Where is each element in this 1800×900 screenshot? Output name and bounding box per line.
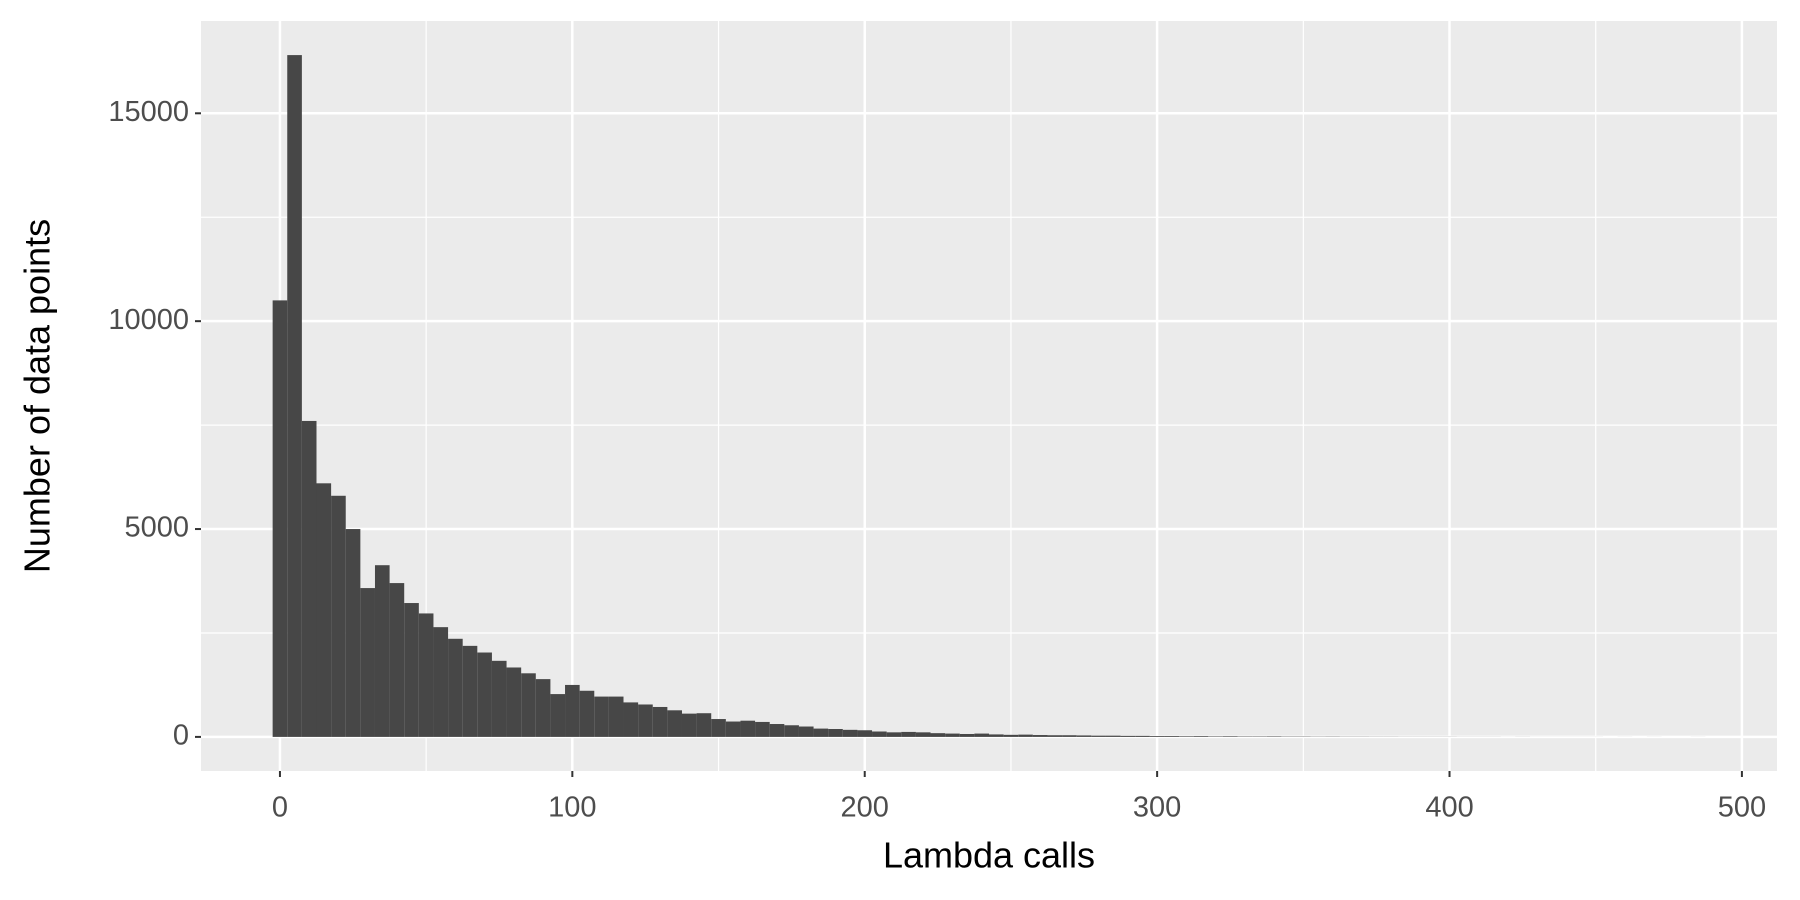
x-tick-label: 500 bbox=[1718, 792, 1766, 824]
histogram-bar bbox=[1193, 736, 1209, 737]
histogram-bar bbox=[301, 420, 317, 737]
y-tick-label: 15000 bbox=[108, 96, 189, 128]
histogram-bar bbox=[418, 613, 434, 737]
histogram-bar bbox=[345, 529, 361, 737]
histogram-bar bbox=[667, 710, 682, 737]
histogram-bar bbox=[886, 732, 902, 737]
histogram-bar bbox=[462, 645, 478, 737]
histogram-bar bbox=[521, 673, 536, 737]
y-tick-label: 0 bbox=[173, 720, 189, 752]
y-axis-title: Number of data points bbox=[17, 219, 58, 573]
histogram-bar bbox=[1135, 735, 1150, 737]
histogram-bar bbox=[448, 638, 463, 737]
histogram-bar bbox=[1062, 735, 1077, 737]
histogram-bar bbox=[389, 583, 405, 737]
x-tick-label: 100 bbox=[548, 792, 596, 824]
histogram-bar bbox=[1032, 735, 1048, 737]
histogram-bar bbox=[974, 733, 989, 737]
histogram-bar bbox=[623, 702, 639, 737]
histogram-bar bbox=[433, 627, 449, 737]
histogram-bar bbox=[506, 667, 522, 737]
histogram-bar bbox=[404, 603, 419, 737]
x-tick-label: 300 bbox=[1133, 792, 1181, 824]
x-tick-label: 0 bbox=[272, 792, 288, 824]
histogram-bar bbox=[813, 728, 829, 737]
histogram-bar bbox=[740, 720, 756, 737]
histogram-bar bbox=[681, 713, 697, 737]
x-tick-label: 200 bbox=[841, 792, 889, 824]
histogram-bar bbox=[1179, 736, 1194, 737]
histogram-bar bbox=[565, 684, 580, 737]
histogram-bar bbox=[1105, 735, 1121, 737]
histogram-bar bbox=[755, 721, 770, 737]
histogram-bar bbox=[287, 55, 302, 737]
histogram-bar bbox=[784, 725, 799, 737]
histogram-bar bbox=[360, 588, 375, 737]
histogram-bar bbox=[828, 729, 843, 737]
histogram-bar bbox=[945, 733, 960, 737]
histogram-bar bbox=[769, 724, 785, 737]
y-tick-label: 10000 bbox=[108, 304, 189, 336]
x-tick-label: 400 bbox=[1425, 792, 1473, 824]
histogram-bar bbox=[711, 719, 726, 737]
histogram-bar bbox=[872, 731, 887, 737]
histogram-bar bbox=[725, 721, 741, 737]
x-axis-title: Lambda calls bbox=[883, 835, 1095, 876]
histogram-bar bbox=[857, 730, 873, 737]
histogram-bar bbox=[915, 732, 931, 737]
histogram-bar bbox=[579, 690, 595, 737]
histogram-bar bbox=[316, 483, 332, 737]
histogram-bar bbox=[1047, 735, 1063, 737]
histogram-bar bbox=[550, 694, 566, 737]
histogram-bar bbox=[1120, 735, 1136, 737]
histogram-bar bbox=[652, 706, 668, 737]
histogram-bar bbox=[959, 733, 975, 737]
histogram-bar bbox=[594, 696, 609, 737]
histogram-bar bbox=[535, 679, 551, 737]
histogram-bar bbox=[989, 734, 1004, 737]
histogram-bar bbox=[1076, 735, 1092, 737]
histogram-bar bbox=[491, 660, 507, 737]
histogram-bar bbox=[1149, 736, 1165, 737]
histogram-bar bbox=[798, 726, 814, 737]
y-tick-label: 5000 bbox=[124, 512, 189, 544]
histogram-bar bbox=[608, 696, 624, 737]
histogram-bar bbox=[696, 713, 712, 737]
histogram-bar bbox=[477, 652, 492, 737]
histogram-bar bbox=[901, 731, 916, 737]
histogram-bar bbox=[1091, 735, 1106, 737]
histogram-bar bbox=[272, 300, 288, 737]
histogram-bar bbox=[842, 729, 858, 737]
histogram-bar bbox=[1018, 734, 1033, 737]
histogram-bar bbox=[1164, 736, 1180, 737]
histogram-bar bbox=[331, 495, 346, 737]
histogram-bar bbox=[1222, 736, 1238, 737]
histogram-bar bbox=[930, 733, 946, 737]
histogram-bar bbox=[1003, 734, 1019, 737]
histogram-bar bbox=[638, 704, 653, 737]
histogram-bar bbox=[374, 565, 390, 737]
